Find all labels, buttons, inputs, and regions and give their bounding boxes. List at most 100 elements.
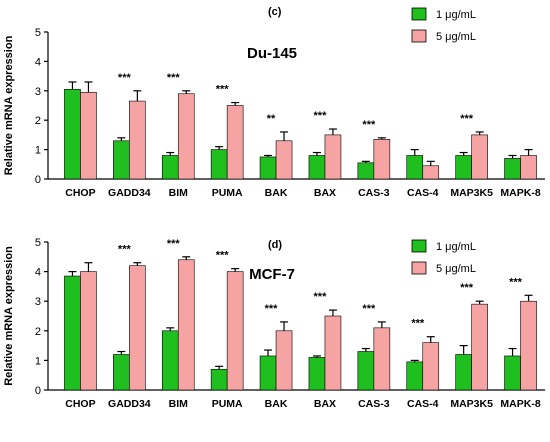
bar-bak-series-1 [259, 355, 277, 391]
bar-bak-series-2 [275, 140, 293, 180]
bar-chop-series-2 [80, 271, 97, 391]
y-tick-label: 3 [35, 296, 41, 308]
bar-chop-series-1 [64, 275, 81, 391]
chart-panel-2: 0 1 2 3 4 5 Relative mRNA expression (d) MCF-7 1 … [3, 237, 545, 410]
bar-puma-series-1 [210, 368, 228, 391]
bar-bim-series-1 [161, 330, 179, 391]
bar-cas-4-series-2 [422, 165, 440, 180]
panel-label: (d) [268, 239, 282, 251]
bar-gadd34-series-2 [129, 265, 146, 391]
bar-bax-series-2 [324, 134, 342, 180]
bar-bim-series-2 [177, 93, 195, 180]
legend-swatch-1 [411, 239, 427, 253]
y-tick-label: 4 [35, 56, 41, 68]
significance-marker: ** [267, 113, 276, 125]
x-tick-label: GADD34 [108, 187, 151, 199]
legend-swatch-2 [411, 29, 427, 43]
significance-marker: *** [216, 250, 230, 262]
y-axis-label: Relative mRNA expression [3, 35, 15, 175]
bar-cas-3-series-1 [357, 351, 375, 391]
bar-gadd34-series-2 [129, 100, 146, 180]
bar-puma-series-1 [210, 149, 228, 180]
x-tick-label: GADD34 [108, 398, 151, 410]
significance-marker: *** [411, 318, 425, 330]
x-tick-label: PUMA [212, 398, 243, 410]
x-tick-label: BAK [265, 398, 288, 410]
bar-bax-series-2 [324, 315, 342, 391]
significance-marker: *** [167, 72, 181, 84]
bar-bax-series-1 [308, 155, 326, 180]
significance-marker: *** [216, 84, 230, 96]
bar-bim-series-1 [161, 155, 179, 180]
significance-marker: *** [509, 276, 523, 288]
bar-gadd34-series-1 [113, 354, 130, 391]
bar-map3k5-series-1 [455, 155, 472, 180]
bar-cas-4-series-1 [406, 361, 424, 391]
significance-marker: *** [265, 303, 279, 315]
significance-marker: *** [362, 119, 376, 131]
y-tick-label: 1 [35, 355, 41, 367]
chart-title: Du-145 [247, 45, 297, 62]
y-tick-label: 5 [35, 27, 41, 39]
bar-gadd34-series-1 [113, 140, 130, 180]
significance-marker: *** [362, 303, 376, 315]
x-tick-label: MAPK-8 [500, 398, 540, 410]
x-tick-label: MAP3K5 [450, 187, 493, 199]
bar-bax-series-1 [308, 357, 326, 391]
y-tick-label: 0 [35, 385, 41, 397]
x-tick-label: BIM [169, 398, 189, 410]
x-tick-label: PUMA [212, 187, 243, 199]
bar-cas-3-series-1 [357, 162, 375, 180]
bar-mapk-8-series-1 [504, 355, 521, 391]
significance-marker: *** [118, 72, 132, 84]
x-tick-label: BIM [169, 187, 189, 199]
bar-puma-series-2 [226, 105, 244, 180]
bar-chop-series-2 [80, 91, 97, 180]
legend-label-2: 5 μg/mL [436, 263, 476, 275]
bar-map3k5-series-2 [471, 303, 488, 391]
x-tick-label: BAK [265, 187, 288, 199]
y-tick-label: 2 [35, 326, 41, 338]
y-tick-label: 5 [35, 237, 41, 249]
legend-label-1: 1 μg/mL [436, 241, 476, 253]
significance-marker: *** [118, 244, 132, 256]
legend-label-2: 5 μg/mL [436, 31, 476, 43]
bar-mapk-8-series-2 [520, 155, 537, 180]
x-tick-label: CHOP [65, 187, 95, 199]
bar-cas-3-series-2 [373, 139, 391, 180]
significance-marker: *** [460, 113, 474, 125]
x-tick-label: CHOP [65, 398, 95, 410]
bar-bim-series-2 [177, 259, 195, 391]
bar-map3k5-series-2 [471, 134, 488, 180]
x-tick-label: CAS-3 [358, 187, 390, 199]
bar-bak-series-2 [275, 330, 293, 391]
x-tick-label: CAS-4 [407, 398, 439, 410]
legend-label-1: 1 μg/mL [436, 9, 476, 21]
y-axis-label: Relative mRNA expression [3, 246, 15, 386]
x-tick-label: CAS-4 [407, 187, 439, 199]
y-tick-label: 1 [35, 145, 41, 157]
legend-swatch-2 [411, 261, 427, 275]
y-tick-label: 0 [35, 174, 41, 186]
significance-marker: *** [460, 282, 474, 294]
bar-mapk-8-series-1 [504, 158, 521, 180]
bar-mapk-8-series-2 [520, 300, 537, 391]
significance-marker: *** [314, 291, 328, 303]
x-tick-label: MAP3K5 [450, 398, 493, 410]
legend-swatch-1 [411, 7, 427, 21]
y-tick-label: 3 [35, 86, 41, 98]
panel-label: (c) [268, 6, 282, 18]
bar-bak-series-1 [259, 156, 277, 180]
y-tick-label: 2 [35, 115, 41, 127]
x-tick-label: BAX [314, 398, 336, 410]
x-tick-label: BAX [314, 187, 336, 199]
chart-panel-1: 0 1 2 3 4 5 Relative mRNA expression (c) Du-145 1… [3, 6, 545, 199]
y-tick-label: 4 [35, 267, 41, 279]
bar-cas-4-series-2 [422, 342, 440, 391]
x-tick-label: MAPK-8 [500, 187, 540, 199]
bar-puma-series-2 [226, 271, 244, 391]
bar-map3k5-series-1 [455, 354, 472, 391]
bar-cas-3-series-2 [373, 327, 391, 391]
x-tick-label: CAS-3 [358, 398, 390, 410]
